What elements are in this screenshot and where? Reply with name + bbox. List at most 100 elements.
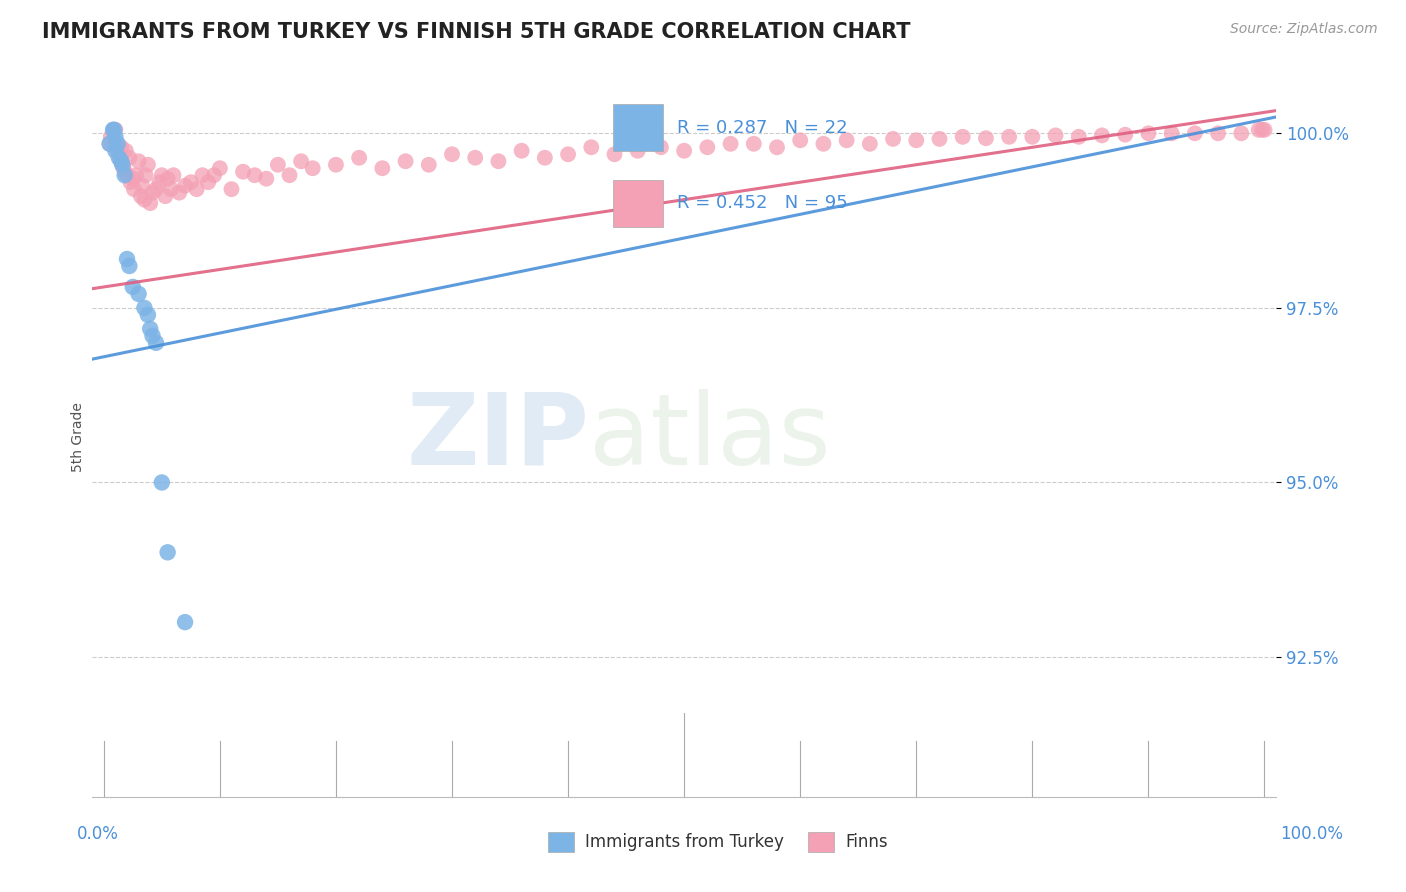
Point [134,193,156,207]
Point [110,154,132,169]
Point [882,132,904,146]
Point [174,615,197,629]
Point [98,136,121,151]
Point [136,158,159,172]
Point [145,182,167,196]
Point [139,196,162,211]
Point [150,168,173,182]
Point [107,144,129,158]
Point [813,136,835,151]
Point [115,144,138,158]
Point [766,140,789,154]
Point [111,158,134,172]
Point [1184,126,1206,140]
Point [221,182,243,196]
Point [155,189,177,203]
Point [557,147,579,161]
FancyBboxPatch shape [613,180,662,227]
Point [118,151,141,165]
Point [974,131,997,145]
Point [160,182,183,196]
Point [108,151,131,165]
Point [191,168,214,182]
Point [136,308,159,322]
Point [418,158,440,172]
Point [156,171,179,186]
Text: Source: ZipAtlas.com: Source: ZipAtlas.com [1230,22,1378,37]
Point [128,287,150,301]
Point [1253,123,1275,137]
Point [134,301,156,315]
Point [789,133,811,147]
Point [325,158,347,172]
Point [197,175,219,189]
Point [510,144,533,158]
Text: Finns: Finns [845,833,887,851]
Point [103,133,125,147]
Point [121,171,143,186]
Point [129,189,152,203]
Point [254,171,277,186]
Point [118,259,141,273]
Point [131,178,153,193]
Point [488,154,510,169]
Point [1045,128,1067,143]
Point [650,140,672,154]
Point [696,140,718,154]
Point [180,175,202,189]
Text: IMMIGRANTS FROM TURKEY VS FINNISH 5TH GRADE CORRELATION CHART: IMMIGRANTS FROM TURKEY VS FINNISH 5TH GR… [42,22,911,42]
Point [243,168,266,182]
Point [186,182,208,196]
Point [1137,126,1160,140]
Point [111,158,134,172]
Point [139,322,162,336]
Point [859,136,882,151]
Point [107,136,129,151]
Text: R = 0.287   N = 22: R = 0.287 N = 22 [678,119,848,136]
Point [1114,128,1136,142]
Point [1230,126,1253,140]
Point [208,161,231,176]
Point [464,151,486,165]
Point [105,140,128,154]
Point [1247,123,1270,137]
Point [998,129,1021,144]
Point [371,161,394,176]
Point [145,335,167,350]
Text: 100.0%: 100.0% [1279,825,1343,843]
Point [141,328,163,343]
Point [114,168,136,182]
Point [114,165,136,179]
Point [1091,128,1114,143]
Point [108,151,131,165]
Point [120,175,142,189]
Point [301,161,323,176]
Point [347,151,370,165]
Point [952,129,974,144]
Point [267,158,290,172]
Point [101,123,124,137]
Point [534,151,557,165]
Point [121,280,143,294]
Point [742,136,765,151]
Point [162,168,184,182]
Point [122,182,145,196]
Point [141,186,163,200]
Point [110,140,132,154]
Point [1160,126,1182,140]
Point [278,168,301,182]
Point [104,144,127,158]
Point [135,168,157,182]
Point [290,154,312,169]
Text: 0.0%: 0.0% [77,825,120,843]
Point [603,147,626,161]
Point [1067,129,1090,144]
Point [581,140,603,154]
Point [150,475,173,490]
Point [627,144,650,158]
Point [174,178,197,193]
Point [110,154,132,169]
Point [1021,129,1043,144]
Point [232,165,254,179]
Text: R = 0.452   N = 95: R = 0.452 N = 95 [678,194,848,212]
